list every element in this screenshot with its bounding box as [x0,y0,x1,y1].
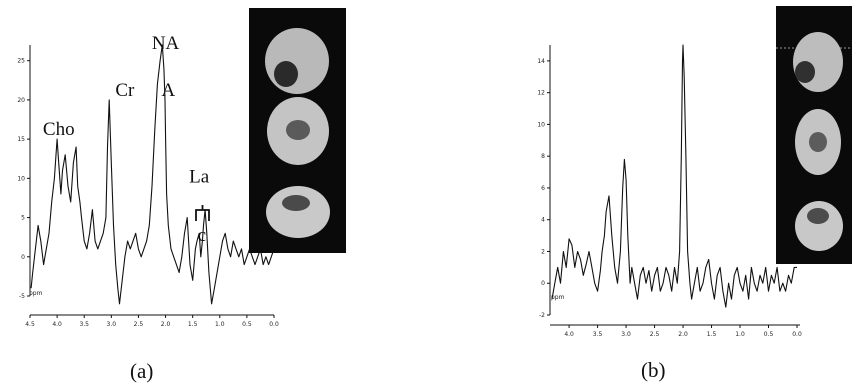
brain-mri-inset-b [776,6,852,264]
x-tick-label: 1.5 [707,331,717,338]
x-tick-label: 4.5 [25,321,35,328]
brain-slice-axial-core-a [282,195,310,211]
y-tick-label: 0 [21,254,25,261]
brain-slice-sagittal-dark-a [274,61,298,87]
x-tick-label: 0.0 [269,321,279,328]
caption-b: (b) [641,358,666,382]
spectrum-line-a [30,44,275,305]
peak-labels-a: Cho Cr NA A La c [43,33,210,246]
caption-a: (a) [130,359,154,383]
y-tick-label: -2 [539,312,545,319]
x-tick-label: 0.0 [792,331,802,338]
brain-slice-sagittal-b [793,32,843,92]
x-ticks-a: 4.5 4.0 3.5 3.0 2.5 2.0 1.5 1.0 0.5 0.0 [25,315,279,328]
y-tick-label: 12 [537,90,545,97]
brain-mri-inset-a [249,8,346,253]
peak-label: A [161,80,175,101]
y-tick-label: 2 [541,248,545,255]
lactate-bracket [195,209,210,221]
x-tick-label: 2.0 [161,321,171,328]
y-tick-label: 10 [537,121,545,128]
brain-slice-coronal-core-b [809,132,827,152]
x-tick-label: 2.5 [134,321,144,328]
spectrum-line-b [551,44,797,308]
x-tick-label: 1.5 [188,321,198,328]
y-tick-label: 14 [537,58,545,65]
y-tick-label: 5 [21,215,25,222]
x-tick-label: 0.5 [764,331,774,338]
x-tick-label: 3.5 [79,321,89,328]
y-tick-label: -5 [19,293,25,300]
x-tick-label: 0.5 [242,321,252,328]
x-tick-label: 4.0 [564,331,574,338]
x-tick-label: 1.0 [735,331,745,338]
y-tick-label: 15 [17,136,25,143]
peak-label: Cr [115,80,135,101]
y-tick-label: 8 [541,153,545,160]
brain-slice-sagittal-dark-b [795,61,815,83]
peak-label: NA [152,33,180,54]
y-tick-label: 25 [17,58,25,65]
brain-slice-coronal-core-a [286,120,310,140]
y-tick-label: 20 [17,97,25,104]
x-tick-label: 3.5 [593,331,603,338]
y-tick-label: 4 [541,217,545,224]
brain-slice-axial-a [266,186,330,238]
x-tick-label: 2.0 [678,331,688,338]
x-tick-label: 4.0 [52,321,62,328]
y-tick-label: 6 [541,185,545,192]
y-tick-label: 0 [541,280,545,287]
x-tick-label: 1.0 [215,321,225,328]
x-tick-label: 3.0 [107,321,117,328]
peak-label: Cho [43,119,75,140]
x-ticks-b: 4.0 3.5 3.0 2.5 2.0 1.5 1.0 0.5 0.0 [564,325,802,338]
panel-b: -2 0 2 4 6 8 10 12 14 4.0 3.5 3.0 2.5 2.0 1.5 1.0 0.5 0.… [537,44,802,338]
y-tick-label: 10 [17,175,25,182]
y-ticks-a: -5 0 5 10 15 20 25 [17,58,30,300]
x-tick-label: 3.0 [621,331,631,338]
ppm-marker-b: ppm [551,294,565,301]
peak-label: La [189,166,210,187]
y-ticks-b: -2 0 2 4 6 8 10 12 14 [537,58,550,319]
panel-a: -5 0 5 10 15 20 25 4.5 4.0 3.5 3.0 2.5 2.0 1.5 1.0 0.5… [17,33,279,328]
brain-slice-sagittal-a [265,28,329,94]
brain-slice-axial-core-b [807,208,829,224]
peak-label: c [198,225,206,246]
brain-slice-axial-b [795,201,843,251]
ppm-marker-a: ppm [29,290,43,297]
x-tick-label: 2.5 [650,331,660,338]
